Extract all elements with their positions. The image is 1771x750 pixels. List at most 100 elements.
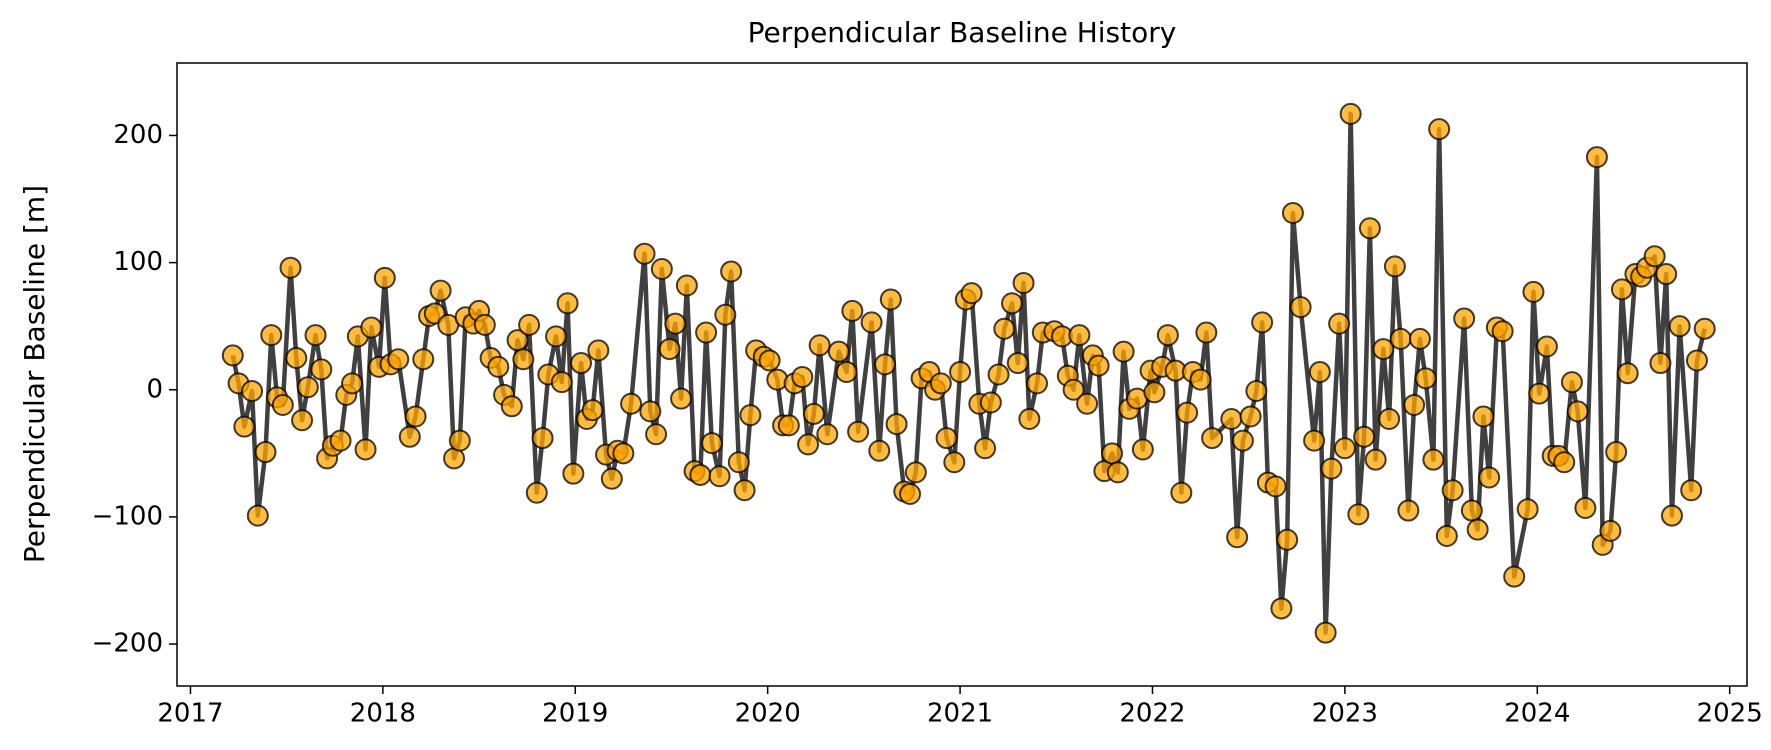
y-tick-label: −200	[92, 629, 163, 659]
data-point	[556, 292, 579, 315]
data-point	[1364, 448, 1387, 471]
data-point	[1453, 307, 1476, 330]
data-point	[1408, 327, 1431, 350]
data-point	[633, 242, 656, 265]
data-point	[1616, 362, 1639, 385]
x-tick-label: 2021	[927, 699, 993, 729]
data-point	[960, 282, 983, 305]
data-point	[570, 352, 593, 375]
data-point	[448, 429, 471, 452]
data-point	[1347, 503, 1370, 526]
y-tick-label: 200	[113, 120, 163, 150]
data-point	[1605, 441, 1628, 464]
data-point	[1397, 499, 1420, 522]
data-point	[1239, 405, 1262, 428]
data-point	[1472, 405, 1495, 428]
data-point	[639, 400, 662, 423]
data-point	[1328, 312, 1351, 335]
data-point	[974, 437, 997, 460]
data-point	[791, 366, 814, 389]
data-point	[1156, 324, 1179, 347]
data-point	[979, 391, 1002, 414]
data-point	[512, 348, 535, 371]
data-point	[1680, 479, 1703, 502]
data-point	[1441, 479, 1464, 502]
data-point	[1478, 466, 1501, 489]
data-point	[525, 481, 548, 504]
data-point	[1106, 461, 1129, 484]
data-point	[1414, 367, 1437, 390]
data-point	[1308, 360, 1331, 383]
data-point	[670, 387, 693, 410]
data-point	[1660, 504, 1683, 527]
data-point	[1276, 528, 1299, 551]
data-point	[271, 394, 294, 417]
data-point	[1466, 518, 1489, 541]
data-point	[708, 465, 731, 488]
data-point	[1201, 427, 1224, 450]
data-point	[1281, 202, 1304, 225]
data-point	[1503, 565, 1526, 588]
data-point	[1068, 324, 1091, 347]
data-point	[650, 257, 673, 280]
data-point	[279, 256, 302, 279]
y-axis-label: Perpendicular Baseline [m]	[18, 185, 51, 563]
data-point	[1655, 263, 1678, 286]
data-point	[899, 483, 922, 506]
data-point	[1389, 327, 1412, 350]
data-point	[1170, 481, 1193, 504]
data-point	[518, 313, 541, 336]
data-point	[929, 372, 952, 395]
data-point	[695, 321, 718, 344]
data-point	[1535, 335, 1558, 358]
data-point	[987, 363, 1010, 386]
data-point	[885, 413, 908, 436]
data-point	[1643, 245, 1666, 268]
x-tick-label: 2018	[350, 699, 416, 729]
data-point	[868, 439, 891, 462]
data-point	[797, 433, 820, 456]
data-point	[296, 376, 319, 399]
data-point	[1358, 217, 1381, 240]
data-point	[1131, 438, 1154, 461]
data-point	[720, 260, 743, 283]
data-point	[841, 299, 864, 322]
data-point	[1599, 519, 1622, 542]
data-point	[816, 423, 839, 446]
data-point	[733, 479, 756, 502]
data-point	[1245, 380, 1268, 403]
data-point	[1189, 368, 1212, 391]
data-point	[1303, 429, 1326, 452]
data-point	[664, 312, 687, 335]
data-point	[714, 303, 737, 326]
data-point	[285, 346, 308, 369]
data-point	[1422, 448, 1445, 471]
data-point	[587, 339, 610, 362]
data-point	[943, 451, 966, 474]
data-point	[341, 372, 364, 395]
data-point	[473, 313, 496, 336]
data-point	[487, 355, 510, 378]
data-point	[935, 427, 958, 450]
x-tick-label: 2024	[1504, 699, 1570, 729]
data-point	[329, 429, 352, 452]
y-tick-label: 100	[113, 247, 163, 277]
data-point	[658, 338, 681, 361]
data-point	[1383, 255, 1406, 278]
data-point	[412, 348, 435, 371]
data-point	[777, 414, 800, 437]
plot-frame	[176, 62, 1748, 687]
data-point	[1585, 146, 1608, 169]
y-tick-label: 0	[146, 374, 163, 404]
data-point	[874, 353, 897, 376]
data-point	[808, 334, 831, 357]
data-point	[1560, 371, 1583, 394]
data-point	[233, 415, 256, 438]
data-point	[1610, 278, 1633, 301]
data-point	[581, 399, 604, 422]
data-point	[700, 432, 723, 455]
data-point	[531, 427, 554, 450]
data-point	[1491, 320, 1514, 343]
data-point	[727, 451, 750, 474]
